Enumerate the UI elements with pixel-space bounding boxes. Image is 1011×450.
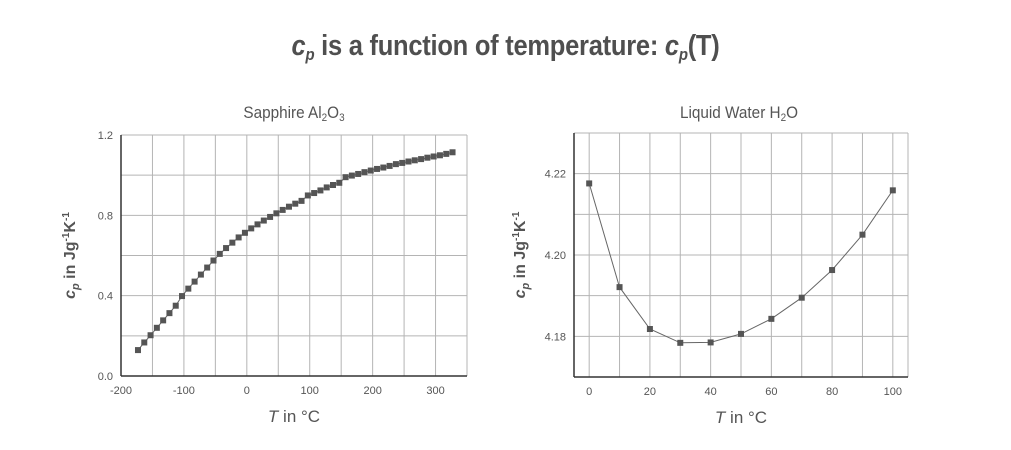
y-tick-label: 0.0	[98, 371, 113, 383]
data-point-marker	[386, 162, 393, 169]
data-point-marker	[223, 245, 230, 252]
y-axis-label: cp in Jg-1K-1	[61, 212, 82, 299]
y-tick-label: 4.22	[545, 169, 566, 181]
data-point-marker	[317, 187, 324, 194]
data-point-marker	[216, 250, 223, 257]
data-point-marker	[342, 174, 349, 181]
data-point-marker	[298, 197, 305, 204]
data-point-marker	[859, 231, 866, 238]
data-point-marker	[336, 179, 343, 186]
x-tick-label: -100	[173, 385, 195, 397]
y-tick-label: 0.4	[98, 291, 113, 303]
data-point-marker	[323, 184, 330, 191]
data-point-marker	[292, 200, 299, 207]
data-point-marker	[260, 217, 267, 224]
data-point-marker	[646, 326, 653, 333]
sapphire-chart: -200 -100 0 100 200 300 0.0 0.4 0.8 1.2 T in °C cp …	[61, 130, 468, 426]
x-tick-label: 0	[586, 386, 592, 398]
y-tick-label: 1.2	[98, 130, 113, 142]
data-point-marker	[210, 257, 217, 264]
data-point-marker	[185, 285, 192, 292]
title-cp-symbol: cp	[291, 30, 315, 64]
data-point-marker	[586, 180, 593, 187]
data-point-marker	[311, 190, 318, 197]
x-axis-label: T in °C	[268, 407, 320, 426]
data-point-marker	[330, 182, 337, 189]
data-point-marker	[141, 339, 148, 346]
page-title: cp is a function of temperature: cp(T)	[291, 30, 720, 64]
data-point-marker	[235, 234, 242, 241]
data-point-marker	[367, 167, 374, 174]
data-point-marker	[829, 267, 836, 274]
x-tick-label: 0	[244, 385, 250, 397]
data-point-marker	[134, 347, 141, 354]
data-point-marker	[798, 294, 805, 301]
data-point-marker	[241, 229, 248, 236]
data-point-marker	[229, 239, 236, 246]
data-point-marker	[204, 264, 211, 271]
data-point-marker	[160, 317, 167, 324]
data-point-marker	[254, 221, 261, 228]
sapphire-chart-title: Sapphire Al2O3	[243, 103, 345, 124]
data-point-marker	[273, 210, 280, 217]
y-tick-label: 4.20	[545, 250, 566, 262]
data-point-marker	[392, 161, 399, 168]
data-point-marker	[153, 324, 160, 331]
data-point-marker	[411, 157, 418, 164]
data-point-marker	[449, 149, 456, 156]
x-tick-label: 20	[644, 386, 656, 398]
data-point-marker	[443, 150, 450, 157]
data-point-marker	[616, 284, 623, 291]
data-point-marker	[436, 152, 443, 159]
y-tick-label: 0.8	[98, 210, 113, 222]
data-point-marker	[380, 164, 387, 171]
x-tick-label: 300	[426, 385, 444, 397]
data-point-marker	[166, 310, 173, 317]
title-cp-function: cp	[664, 30, 688, 64]
data-point-marker	[279, 206, 286, 213]
data-point-marker	[418, 156, 425, 163]
x-tick-label: 40	[705, 386, 717, 398]
x-tick-label: 100	[884, 386, 902, 398]
data-point-marker	[197, 271, 204, 278]
data-point-marker	[677, 339, 684, 346]
data-point-marker	[267, 213, 274, 220]
data-point-marker	[707, 339, 714, 346]
data-point-marker	[768, 315, 775, 322]
x-tick-label: 100	[301, 385, 319, 397]
data-point-marker	[361, 169, 368, 176]
data-point-marker	[399, 159, 406, 166]
data-point-marker	[248, 225, 255, 232]
water-chart-title: Liquid Water H2O	[679, 103, 799, 124]
water-chart: 0 20 40 60 80 100 4.18 4.20 4.22 T in °C cp in Jg-…	[511, 132, 909, 427]
data-point-marker	[405, 158, 412, 165]
data-point-marker	[355, 170, 362, 177]
data-point-marker	[889, 187, 896, 194]
data-point-marker	[304, 192, 311, 199]
data-point-marker	[172, 302, 179, 309]
x-tick-label: -200	[110, 385, 132, 397]
data-point-marker	[147, 332, 154, 339]
data-point-marker	[374, 165, 381, 172]
data-point-marker	[738, 330, 744, 337]
data-point-marker	[424, 154, 431, 161]
data-point-marker	[348, 172, 355, 179]
series-line	[137, 151, 453, 351]
data-point-marker	[179, 293, 186, 300]
y-axis-label: cp in Jg-1K-1	[511, 211, 532, 298]
y-tick-label: 4.18	[545, 331, 566, 343]
x-axis-label: T in °C	[715, 408, 767, 427]
data-point-marker	[191, 278, 198, 285]
x-tick-label: 60	[765, 386, 777, 398]
data-point-marker	[285, 203, 292, 210]
x-tick-label: 200	[363, 385, 381, 397]
x-tick-label: 80	[826, 386, 838, 398]
data-point-marker	[430, 153, 437, 160]
